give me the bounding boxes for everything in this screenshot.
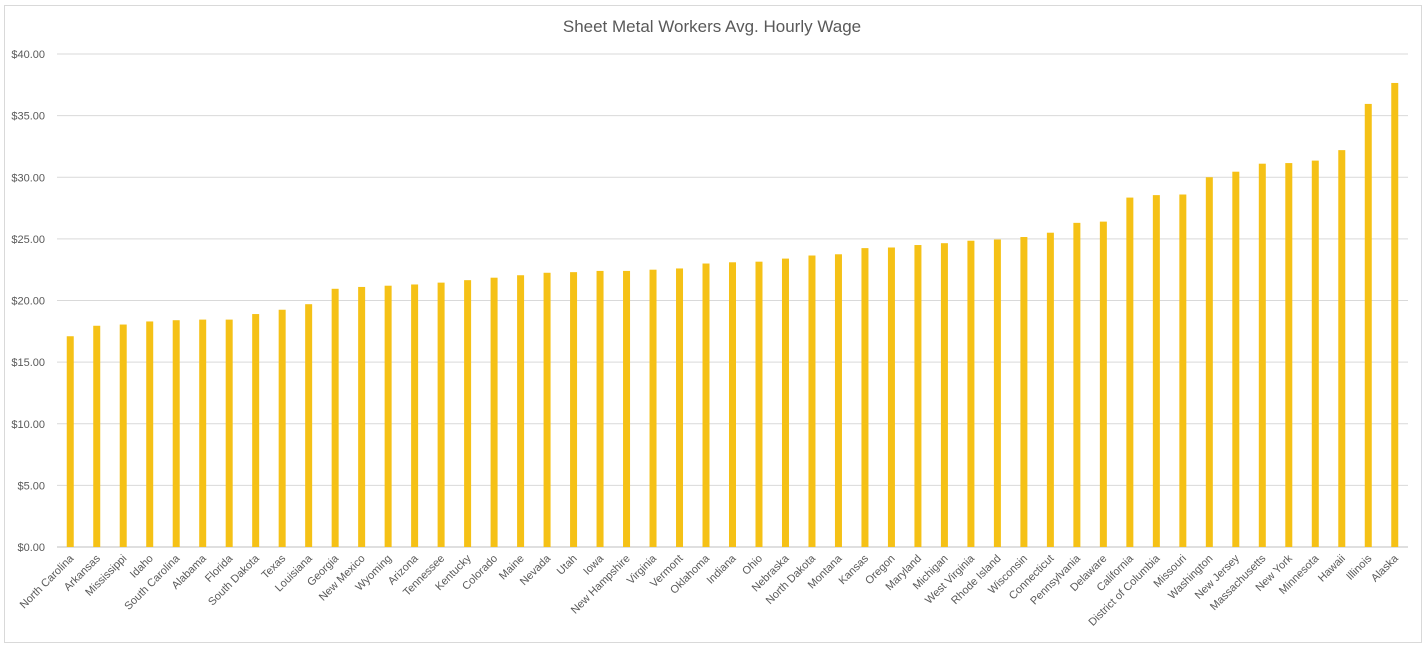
bar [1099,221,1107,547]
bar [93,325,101,547]
bar [967,240,975,547]
bar [1046,232,1054,547]
bar [305,304,313,547]
bar [1338,150,1346,547]
bar [676,268,684,547]
bar [914,245,922,547]
bar [199,319,207,547]
x-tick-label: Utah [555,553,580,578]
x-tick-label: Hawaii [1316,553,1348,585]
bar [649,269,657,547]
x-tick-label: Nevada [518,552,554,588]
bar [570,272,578,547]
bar [464,280,472,547]
bar [702,263,710,547]
bar [940,243,948,547]
bar [887,247,895,547]
bar [331,288,339,547]
bar [808,255,816,548]
x-tick-label: Indiana [705,552,740,587]
bar [66,336,74,547]
bar [755,261,763,547]
bar [437,282,445,547]
bar [1205,177,1213,547]
x-tick-label: Alaska [1369,552,1401,584]
y-axis: $0.00 $5.00 $10.00 $15.00 $20.00 $25.00 $30.00… [11,49,45,554]
bar [623,270,631,547]
bar [1020,237,1028,547]
bar [146,321,154,547]
bar [781,258,789,547]
bar [384,285,392,547]
y-tick-label: $25.00 [11,234,45,246]
bar [834,254,842,547]
bar [1311,160,1319,547]
bar [119,324,127,547]
bars [66,82,1399,548]
bar [1232,171,1240,548]
bar [1179,194,1187,547]
bar [278,309,286,547]
y-tick-label: $40.00 [11,49,45,61]
bar [517,275,525,547]
y-tick-label: $20.00 [11,296,45,308]
bar [1152,195,1160,547]
bar [490,277,498,547]
bar [596,270,604,547]
bar [861,248,869,547]
bar [1258,163,1266,547]
bar [1391,82,1399,548]
x-axis: North CarolinaArkansasMississippiIdahoSo… [18,552,1402,629]
bar [729,262,736,547]
chart-title: Sheet Metal Workers Avg. Hourly Wage [562,17,862,36]
bar [1285,163,1293,548]
bar [411,284,419,547]
bar [543,272,551,547]
bar [172,320,180,547]
y-tick-label: $15.00 [11,357,45,369]
y-tick-label: $35.00 [11,111,45,123]
bar [1126,197,1134,547]
bar [1073,222,1081,548]
bar [1364,103,1372,547]
bar [993,239,1001,547]
y-tick-label: $5.00 [17,480,45,492]
bar [225,319,233,547]
y-tick-label: $30.00 [11,172,45,184]
bar [252,314,260,547]
y-tick-label: $10.00 [11,419,45,431]
y-tick-label: $0.00 [17,542,45,554]
bar [358,286,366,547]
